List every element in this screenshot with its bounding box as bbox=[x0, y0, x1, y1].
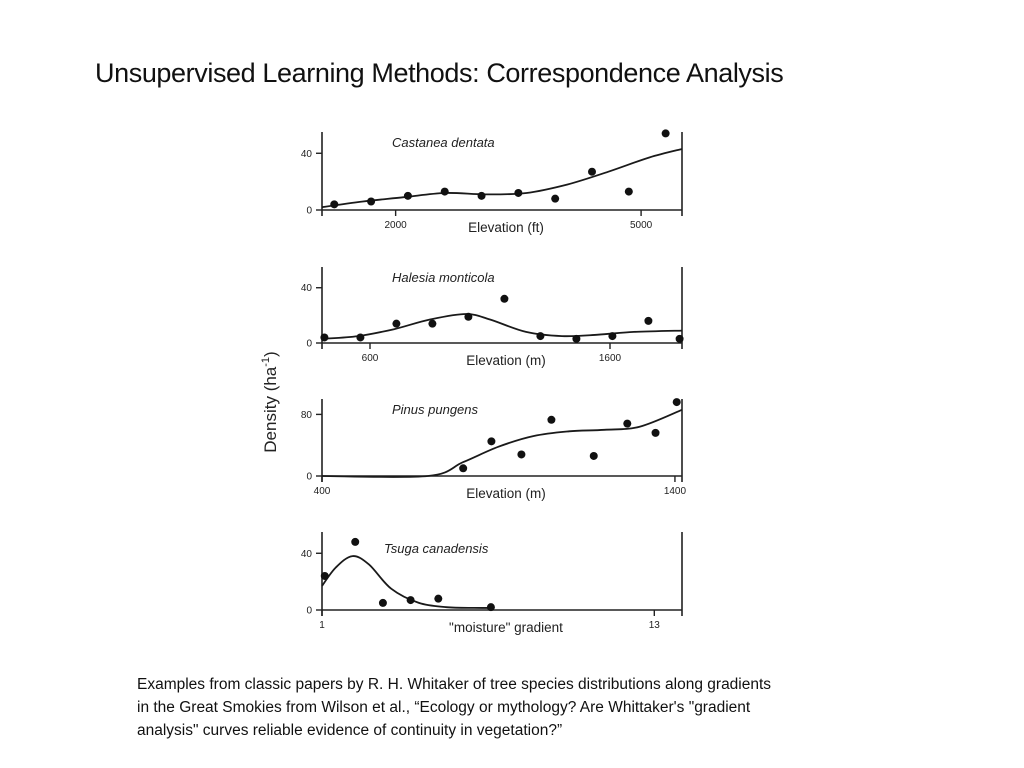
data-point bbox=[608, 332, 617, 341]
fitted-curve bbox=[321, 555, 494, 609]
data-point bbox=[547, 415, 556, 424]
data-point bbox=[536, 332, 545, 341]
x-tick-label: 400 bbox=[314, 486, 331, 497]
data-point bbox=[406, 596, 415, 605]
y-tick-label: 0 bbox=[306, 206, 312, 217]
caption-line-3: analysis" curves reliable evidence of co… bbox=[137, 722, 563, 739]
data-point bbox=[675, 334, 684, 343]
x-tick-label: 600 bbox=[362, 353, 379, 364]
panel-4: 0 40 1 13 "moisture" gradient Tsuga canadensi… bbox=[301, 532, 683, 635]
data-point bbox=[517, 450, 526, 459]
data-point bbox=[403, 191, 412, 200]
shared-y-axis-label: Density (ha-1) bbox=[260, 351, 280, 452]
data-point bbox=[572, 334, 581, 343]
data-point bbox=[378, 598, 387, 607]
fitted-curve bbox=[321, 148, 683, 209]
data-point bbox=[651, 428, 660, 437]
data-point bbox=[351, 537, 360, 546]
panel-3: 0 80 400 1400 Elevation (m) Pinus pungens bbox=[301, 398, 687, 501]
data-point bbox=[644, 316, 653, 325]
x-tick-label: 2000 bbox=[385, 220, 408, 231]
data-point bbox=[330, 200, 339, 209]
data-point bbox=[487, 437, 496, 446]
fitted-curve bbox=[321, 408, 683, 478]
species-title: Halesia monticola bbox=[392, 270, 495, 285]
species-title: Pinus pungens bbox=[392, 402, 479, 417]
data-point bbox=[589, 451, 598, 460]
data-point bbox=[623, 419, 632, 428]
x-tick-label: 5000 bbox=[630, 220, 653, 231]
data-point bbox=[320, 571, 329, 580]
data-point bbox=[440, 187, 449, 196]
data-point bbox=[320, 333, 329, 342]
y-tick-label: 40 bbox=[301, 549, 313, 560]
data-point bbox=[367, 197, 376, 206]
species-title: Tsuga canadensis bbox=[384, 541, 489, 556]
data-point bbox=[464, 312, 473, 321]
data-point bbox=[486, 603, 495, 612]
data-point bbox=[428, 319, 437, 328]
x-axis-label: Elevation (m) bbox=[466, 353, 546, 368]
y-tick-label: 40 bbox=[301, 149, 313, 160]
data-point bbox=[392, 319, 401, 328]
data-point bbox=[514, 188, 523, 197]
y-tick-label: 40 bbox=[301, 283, 313, 294]
x-tick-label: 1400 bbox=[664, 486, 687, 497]
data-point bbox=[434, 594, 443, 603]
caption-line-1: Examples from classic papers by R. H. Wh… bbox=[137, 676, 772, 693]
data-point bbox=[588, 167, 596, 176]
x-tick-label: 13 bbox=[649, 620, 661, 631]
species-title: Castanea dentata bbox=[392, 135, 495, 150]
y-tick-label: 0 bbox=[306, 472, 312, 483]
caption: Examples from classic papers by R. H. Wh… bbox=[137, 673, 897, 742]
data-point bbox=[477, 191, 486, 200]
panel-1: 0 40 2000 5000 Elevation (ft) Castanea dentat… bbox=[301, 129, 683, 235]
y-tick-label: 80 bbox=[301, 410, 313, 421]
x-axis-label: Elevation (m) bbox=[466, 486, 546, 501]
x-axis-label: "moisture" gradient bbox=[449, 620, 563, 635]
data-point bbox=[356, 333, 365, 342]
data-point bbox=[459, 464, 468, 473]
data-point bbox=[624, 187, 633, 196]
data-point bbox=[661, 129, 670, 138]
data-point bbox=[551, 194, 560, 203]
figure-svg: Density (ha-1) 0 40 2000 5000 Elevation (ft)… bbox=[260, 129, 687, 635]
x-axis-label: Elevation (ft) bbox=[468, 220, 544, 235]
x-tick-label: 1600 bbox=[599, 353, 622, 364]
data-point bbox=[500, 294, 509, 303]
y-tick-label: 0 bbox=[306, 606, 312, 617]
y-tick-label: 0 bbox=[306, 339, 312, 350]
caption-line-2: in the Great Smokies from Wilson et al.,… bbox=[137, 699, 751, 716]
data-point bbox=[672, 398, 681, 407]
fitted-curve bbox=[321, 313, 683, 340]
slide-title: Unsupervised Learning Methods: Correspon… bbox=[95, 58, 784, 88]
panel-2: 0 40 600 1600 Elevation (m) Halesia monticola bbox=[301, 267, 684, 368]
whittaker-figure: Density (ha-1) 0 40 2000 5000 Elevation (ft)… bbox=[245, 110, 705, 650]
x-tick-label: 1 bbox=[319, 620, 325, 631]
